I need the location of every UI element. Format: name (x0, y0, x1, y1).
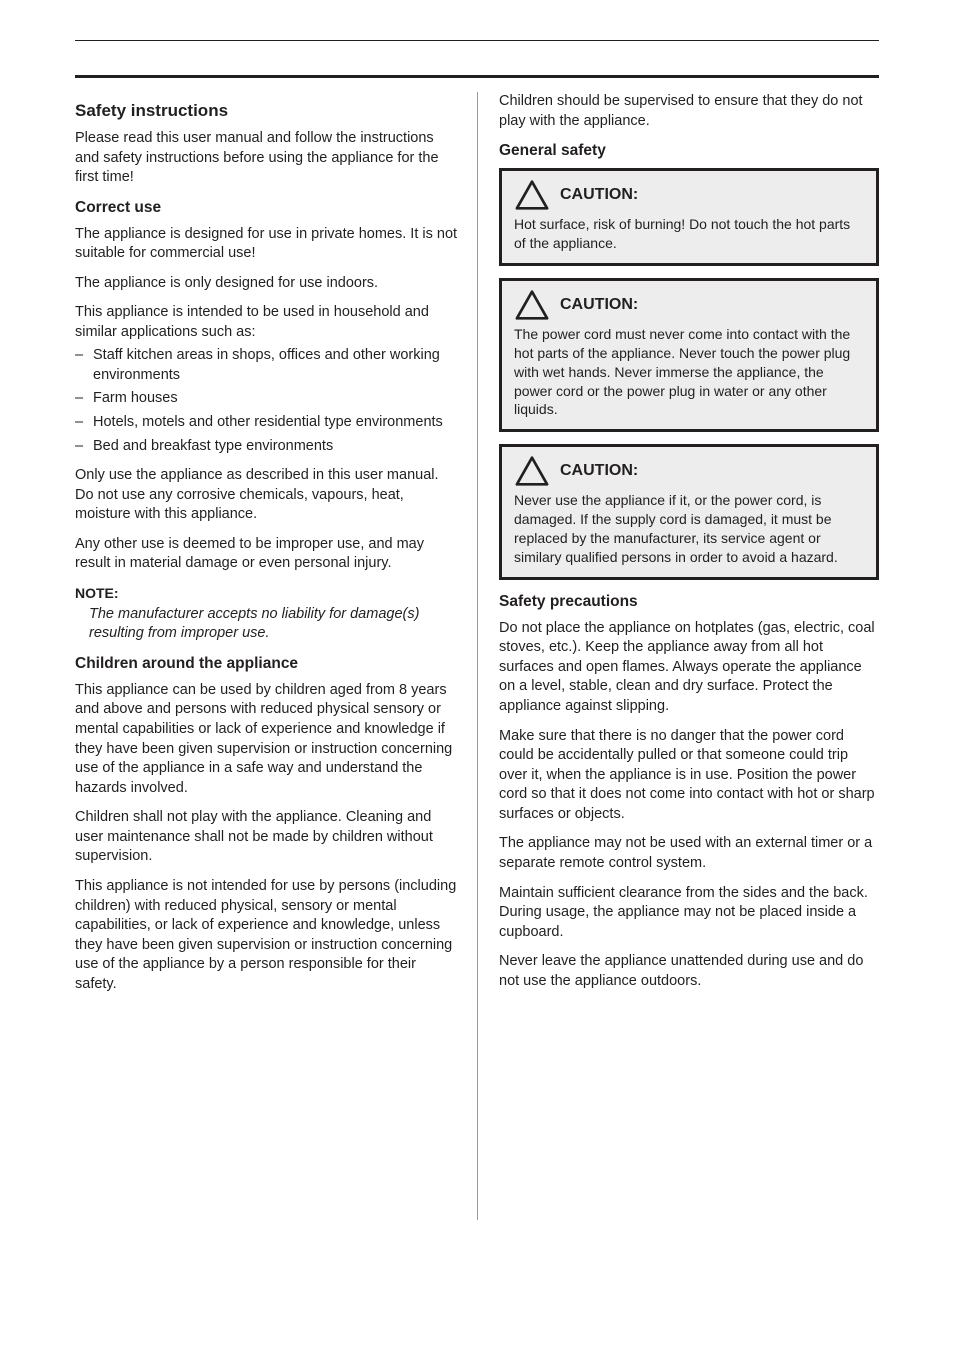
caution-text: Never use the appliance if it, or the po… (514, 491, 864, 567)
caution-label: CAUTION: (560, 184, 638, 206)
left-column: Safety instructions Please read this use… (75, 92, 477, 1004)
note-body: The manufacturer accepts no liability fo… (75, 605, 461, 644)
para-children-2: Children shall not play with the applian… (75, 808, 461, 867)
para-sp-4: Maintain sufficient clearance from the s… (499, 884, 879, 943)
list-item: Bed and breakfast type environments (75, 437, 461, 457)
heading-general-safety: General safety (499, 141, 879, 162)
warning-triangle-icon (514, 455, 550, 487)
para-sp-3: The appliance may not be used with an ex… (499, 834, 879, 873)
para-only-use: Only use the appliance as described in t… (75, 466, 461, 525)
para-children-3: This appliance is not intended for use b… (75, 877, 461, 994)
note-box: NOTE: The manufacturer accepts no liabil… (75, 584, 461, 644)
column-separator (477, 92, 478, 1220)
para-indoors: The appliance is only designed for use i… (75, 274, 461, 294)
para-sp-2: Make sure that there is no danger that t… (499, 727, 879, 825)
heading-correct-use: Correct use (75, 198, 461, 219)
list-item: Hotels, motels and other residential typ… (75, 413, 461, 433)
para-sp-1: Do not place the appliance on hotplates … (499, 619, 879, 717)
para-any-other: Any other use is deemed to be improper u… (75, 535, 461, 574)
caution-label: CAUTION: (560, 460, 638, 482)
para-children-4: Children should be supervised to ensure … (499, 92, 879, 131)
warning-triangle-icon (514, 289, 550, 321)
caution-box-1: CAUTION: Hot surface, risk of burning! D… (499, 168, 879, 266)
note-label: NOTE: (75, 584, 461, 603)
para-read-manual: Please read this user manual and follow … (75, 129, 461, 188)
heading-children: Children around the appliance (75, 654, 461, 675)
caution-text: The power cord must never come into cont… (514, 325, 864, 419)
list-item: Staff kitchen areas in shops, offices an… (75, 346, 461, 385)
heading-safety-precautions: Safety precautions (499, 592, 879, 613)
environment-list: Staff kitchen areas in shops, offices an… (75, 346, 461, 456)
para-sp-5: Never leave the appliance unattended dur… (499, 952, 879, 991)
warning-triangle-icon (514, 179, 550, 211)
para-domestic-intro: This appliance is intended to be used in… (75, 303, 461, 342)
para-private-homes: The appliance is designed for use in pri… (75, 225, 461, 264)
list-item: Farm houses (75, 389, 461, 409)
right-column: Children should be supervised to ensure … (477, 92, 879, 1004)
caution-text: Hot surface, risk of burning! Do not tou… (514, 215, 864, 253)
caution-box-3: CAUTION: Never use the appliance if it, … (499, 444, 879, 580)
para-children-1: This appliance can be used by children a… (75, 681, 461, 798)
heading-safety-instructions: Safety instructions (75, 100, 461, 123)
caution-box-2: CAUTION: The power cord must never come … (499, 278, 879, 432)
caution-label: CAUTION: (560, 294, 638, 316)
